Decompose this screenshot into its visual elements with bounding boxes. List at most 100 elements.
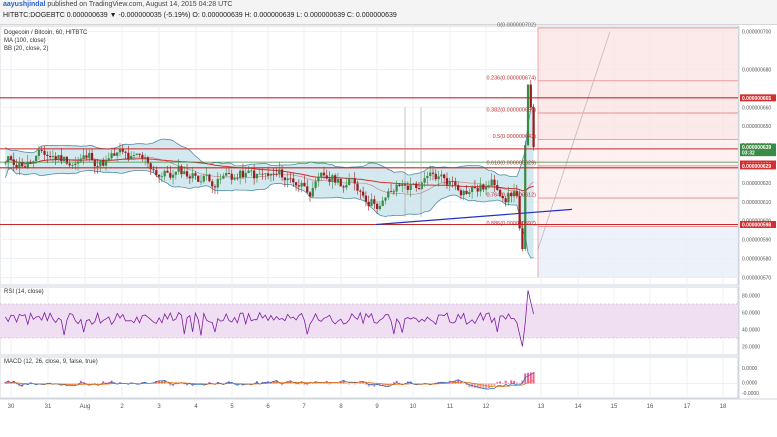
macd-histogram-bar	[82, 381, 85, 384]
candle-body	[518, 195, 521, 229]
candle-body	[35, 155, 38, 162]
candle-body	[311, 187, 314, 197]
date-tick-label: 31	[45, 404, 52, 410]
candle-body	[18, 162, 21, 168]
candle-body	[239, 170, 242, 179]
candle-body	[180, 166, 183, 175]
candle-body	[141, 154, 144, 159]
candle-body	[468, 191, 471, 194]
macd-histogram-bar	[60, 383, 63, 386]
macd-histogram-bar	[79, 380, 82, 384]
fib-zone	[538, 80, 738, 113]
candle-body	[255, 174, 259, 179]
candle-body	[336, 178, 340, 183]
candle-body	[102, 159, 105, 166]
candle-body	[512, 191, 516, 197]
candle-body	[462, 190, 465, 196]
date-tick-label: 6	[266, 404, 270, 410]
macd-histogram-bar	[7, 380, 10, 384]
macd-histogram-bar	[325, 382, 328, 384]
candle-body	[484, 186, 488, 190]
macd-histogram-bar	[4, 382, 7, 384]
price-badge	[740, 94, 776, 102]
macd-histogram-bar	[384, 383, 387, 387]
candle-body	[233, 177, 236, 180]
candle-body	[258, 173, 261, 175]
candle-body	[26, 161, 29, 168]
candle-body	[381, 200, 384, 206]
candle-body	[454, 181, 457, 186]
fib-zone	[538, 165, 738, 199]
candle-body	[328, 178, 331, 182]
price-tick-label: 0.000000610	[742, 200, 771, 206]
date-tick-label: 15	[611, 404, 618, 410]
macd-histogram-bar	[300, 382, 303, 384]
candle-body	[476, 188, 479, 192]
candle-body	[465, 190, 468, 194]
rsi-tick-label: 40.0000	[742, 328, 760, 334]
candle-body	[199, 181, 203, 183]
candle-body	[146, 157, 150, 164]
candle-body	[135, 153, 138, 156]
author-name[interactable]: aayushjindal	[3, 1, 46, 8]
candle-body	[451, 180, 454, 182]
candle-body	[415, 183, 418, 188]
candle-body	[303, 182, 306, 187]
candle-body	[325, 175, 328, 179]
macd-histogram-bar	[172, 383, 175, 387]
candle-body	[99, 159, 102, 167]
candle-body	[398, 184, 401, 187]
macd-histogram-bar	[275, 380, 278, 384]
macd-histogram-bar	[448, 381, 451, 384]
candle-body	[339, 178, 342, 187]
rsi-tick-label: 60.0000	[742, 311, 760, 317]
date-tick-label: 9	[375, 404, 379, 410]
price-badge-label: 0.000000639	[742, 145, 771, 151]
candle-body	[440, 174, 443, 177]
candle-body	[138, 153, 141, 155]
candle-body	[487, 185, 491, 187]
macd-histogram-bar	[487, 383, 490, 388]
macd-histogram-bar	[241, 383, 244, 386]
rsi-band-fill	[0, 304, 738, 338]
price-tick-label: 0.000000680	[742, 67, 771, 73]
candle-body	[157, 174, 161, 177]
macd-histogram-bar	[15, 383, 18, 385]
candle-body	[348, 178, 351, 185]
date-tick-label: 14	[575, 404, 582, 410]
price-badge-label: 0.000000629	[742, 164, 771, 170]
date-tick-label: 13	[538, 404, 545, 410]
candle-body	[130, 155, 133, 159]
candle-body	[124, 151, 127, 153]
candle-body	[292, 178, 295, 183]
macd-histogram-bar	[202, 383, 205, 386]
bollinger-basis	[5, 156, 534, 196]
candle-body	[241, 170, 245, 178]
macd-histogram-bar	[328, 383, 331, 385]
candle-body	[253, 170, 256, 179]
candle-body	[208, 174, 211, 182]
candle-body	[504, 198, 507, 203]
bb-legend: BB (20, close, 2)	[4, 46, 49, 52]
macd-histogram-bar	[21, 383, 24, 387]
fib-zone	[538, 198, 738, 227]
macd-histogram-bar	[102, 381, 105, 384]
candle-body	[144, 157, 147, 159]
candle-body	[213, 186, 217, 188]
candle-body	[479, 184, 482, 192]
candle-body	[431, 172, 435, 174]
candle-body	[163, 170, 166, 177]
candle-body	[169, 172, 172, 178]
macd-histogram-bar	[524, 373, 527, 384]
candle-body	[345, 184, 348, 188]
macd-histogram-bar	[404, 382, 407, 384]
macd-histogram-bar	[476, 383, 479, 389]
macd-histogram-bar	[236, 383, 239, 386]
chart-header: aayushjindal published on TradingView.co…	[0, 0, 777, 25]
date-tick-label: 2	[120, 404, 124, 410]
candle-body	[342, 186, 345, 188]
date-tick-label: 10	[410, 404, 417, 410]
candle-body	[275, 173, 278, 175]
price-tick-label: 0.000000570	[742, 275, 771, 281]
